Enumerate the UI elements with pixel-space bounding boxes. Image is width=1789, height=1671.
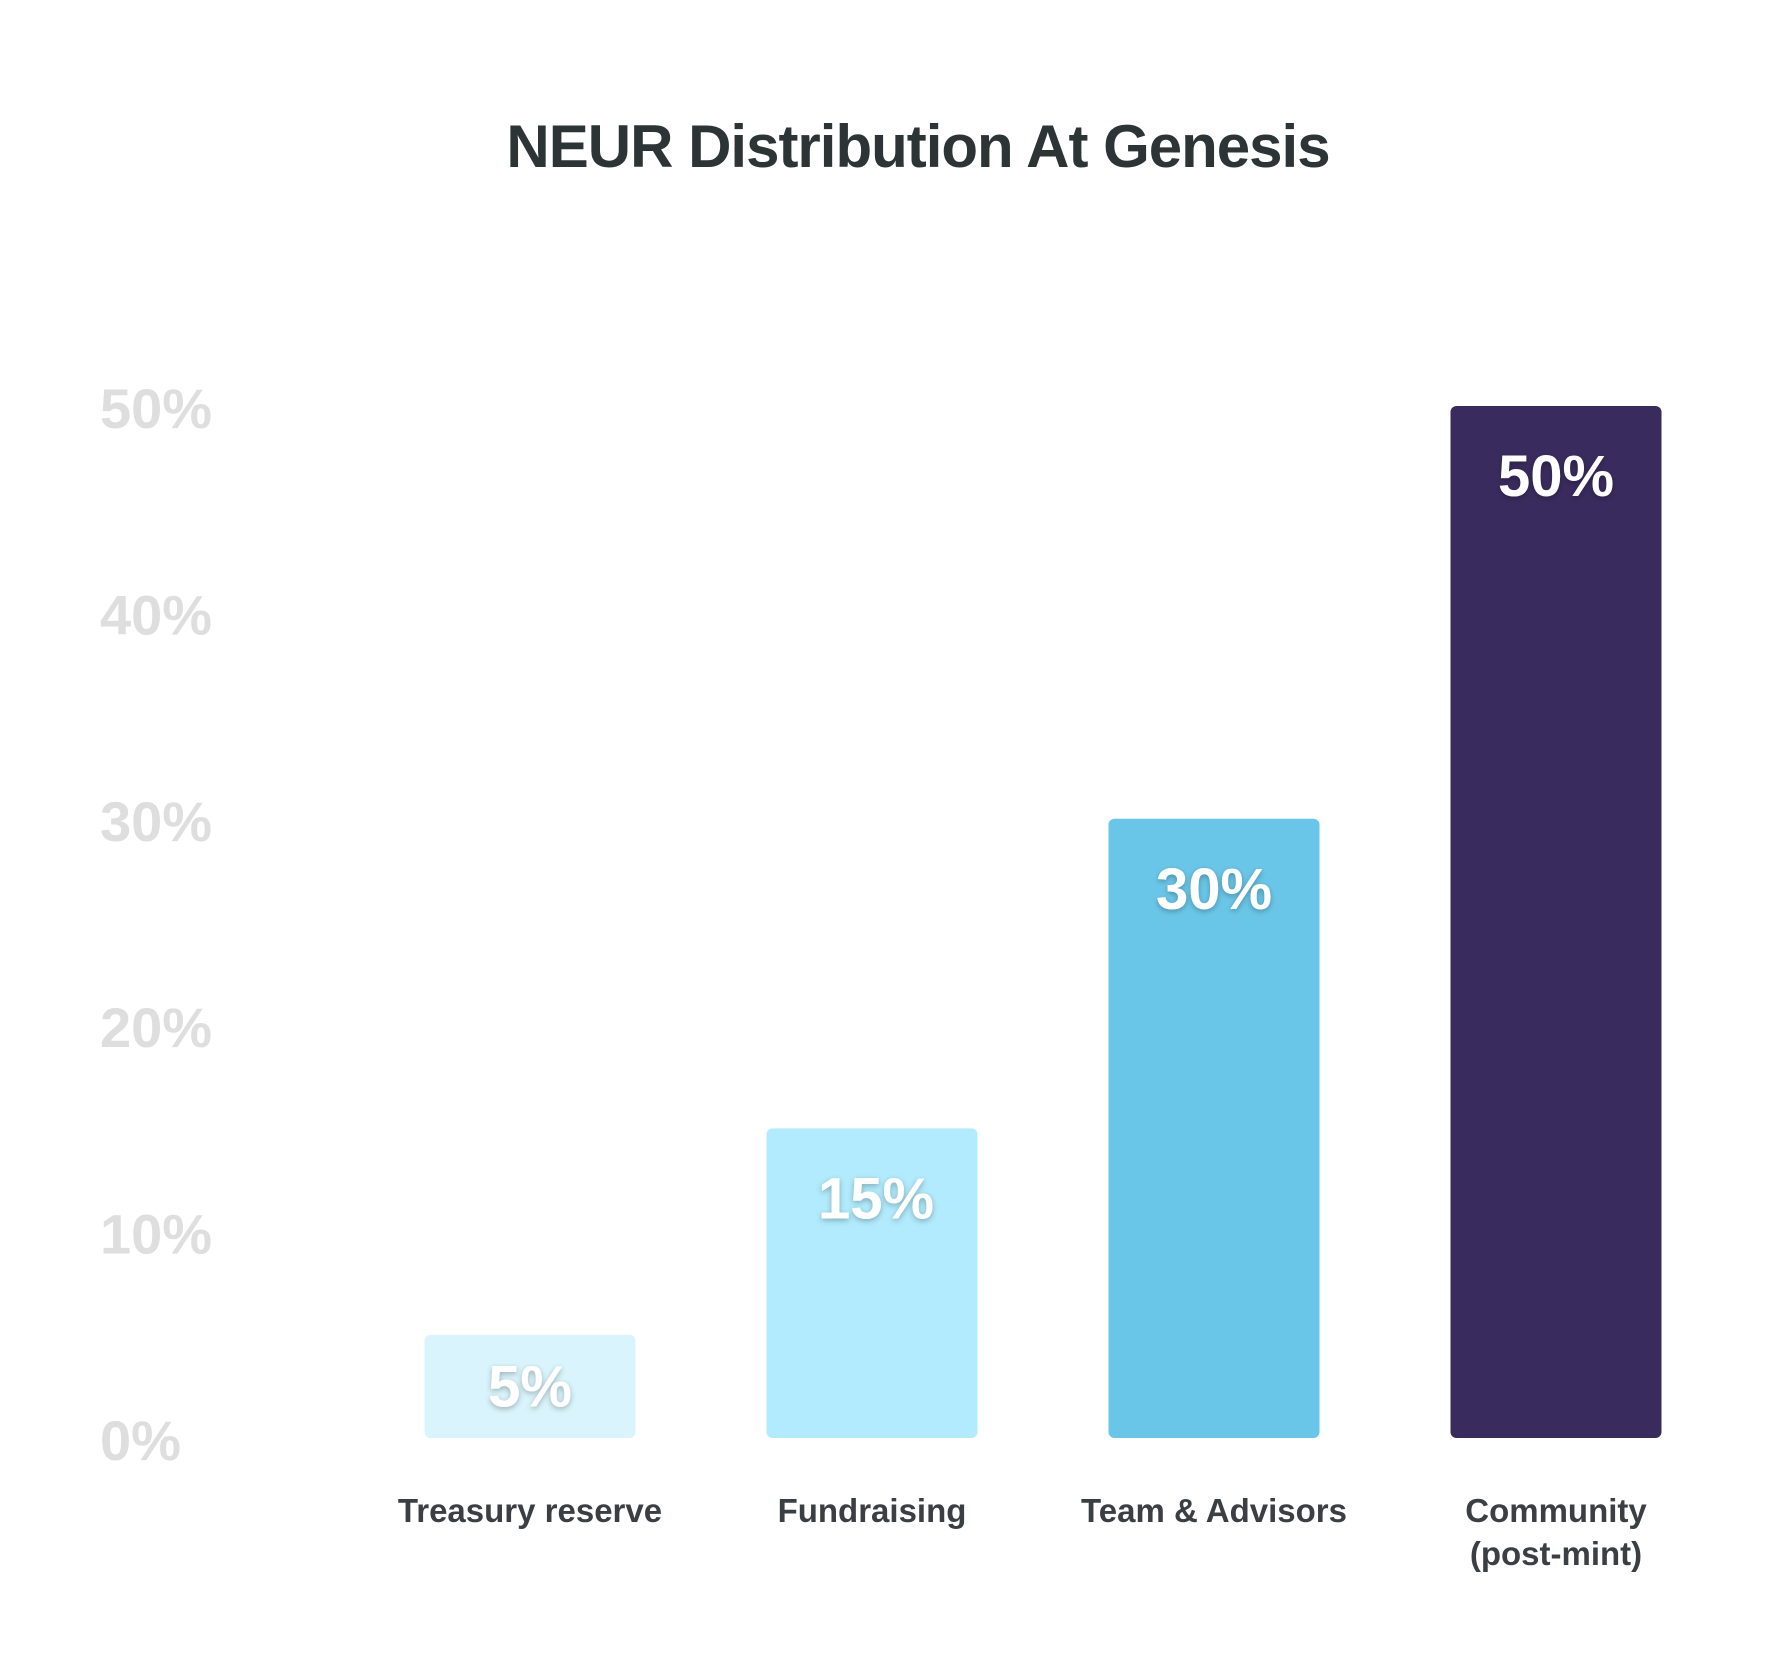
bars: 5% 15% 30% 50% (424, 406, 1662, 1438)
bar (1108, 818, 1320, 1438)
x-tick-label: Team & Advisors (1081, 1492, 1347, 1529)
x-tick-label-line: Community (1465, 1492, 1647, 1529)
x-axis: Treasury reserve Fundraising Team & Adviso… (398, 1492, 1648, 1572)
bar (424, 1334, 636, 1438)
data-label: 30% (1156, 857, 1272, 922)
y-tick-label: 0% (100, 1409, 181, 1472)
y-tick-label: 30% (100, 790, 212, 853)
x-tick-label: Fundraising (778, 1492, 967, 1529)
y-axis: 0% 10% 20% 30% 40% 50% (100, 377, 212, 1472)
data-label: 5% (488, 1354, 572, 1419)
x-tick-label-line: Fundraising (778, 1492, 967, 1529)
x-tick-label-line: Team & Advisors (1081, 1492, 1347, 1529)
x-tick-label-line: (post-mint) (1470, 1535, 1642, 1572)
data-label: 15% (818, 1166, 934, 1231)
bar (766, 1128, 978, 1438)
y-tick-label: 50% (100, 377, 212, 440)
bar (1450, 406, 1662, 1438)
x-tick-label-line: Treasury reserve (398, 1492, 662, 1529)
x-tick-label: Community (post-mint) (1465, 1492, 1647, 1572)
y-tick-label: 10% (100, 1203, 212, 1266)
data-label: 50% (1498, 444, 1614, 509)
chart-title: NEUR Distribution At Genesis (506, 113, 1329, 180)
x-tick-label: Treasury reserve (398, 1492, 662, 1529)
y-tick-label: 40% (100, 583, 212, 646)
y-tick-label: 20% (100, 996, 212, 1059)
